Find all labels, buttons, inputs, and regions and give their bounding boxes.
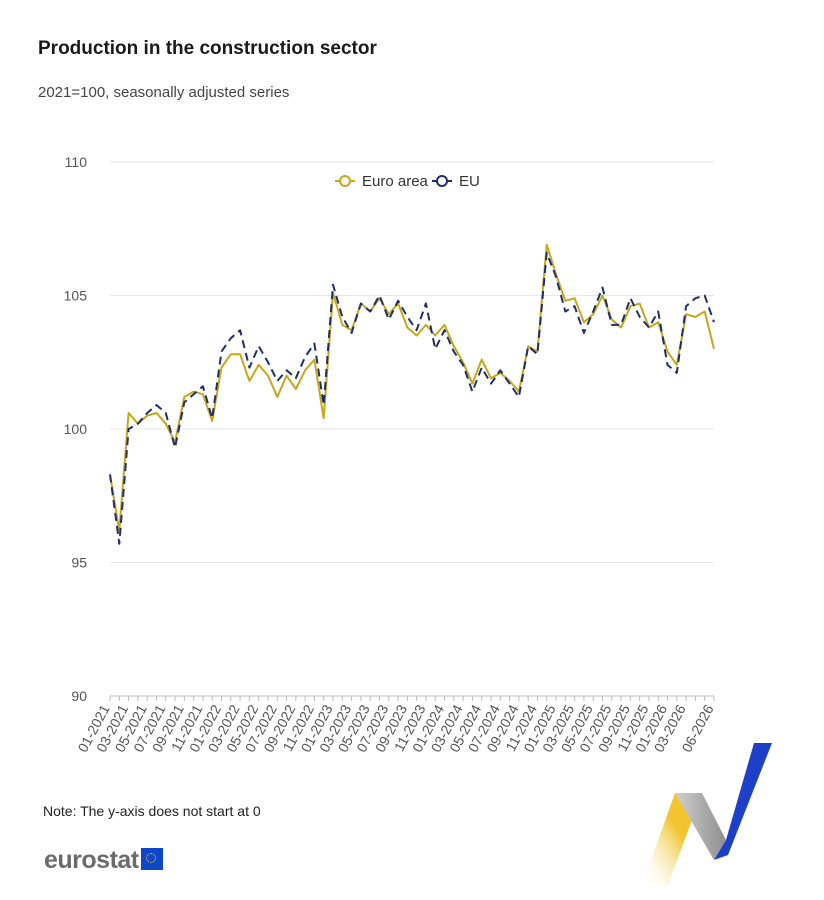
chart-subtitle: 2021=100, seasonally adjusted series: [38, 84, 290, 101]
series-line-euro-area: [109, 243, 715, 532]
legend-label[interactable]: Euro area: [362, 173, 429, 190]
y-tick-label: 95: [71, 555, 87, 571]
series-line-eu: [109, 251, 715, 545]
y-tick-label: 90: [71, 688, 87, 704]
logo-text: eurostat: [44, 846, 139, 874]
eurostat-brand-mark-icon: [642, 743, 772, 885]
eu-flag-icon: [140, 848, 163, 870]
legend-marker: [339, 175, 351, 187]
grid-lines: 90 95 100 105 110: [64, 154, 714, 704]
line-chart: 90 95 100 105 110 01-202103-202105-202107-20…: [64, 154, 717, 755]
y-tick-label: 100: [64, 421, 88, 437]
legend-marker: [436, 175, 448, 187]
chart-title: Production in the construction sector: [38, 38, 377, 59]
x-axis: 01-202103-202105-202107-202109-202111-20…: [74, 695, 717, 755]
y-tick-label: 105: [64, 288, 88, 304]
axis-note: Note: The y-axis does not start at 0: [43, 803, 261, 819]
eurostat-logo[interactable]: eurostat: [44, 846, 163, 875]
y-tick-label: 110: [65, 154, 88, 170]
legend-label[interactable]: EU: [459, 173, 480, 190]
legend: Euro area EU: [335, 173, 480, 190]
series-lines: [109, 243, 715, 545]
